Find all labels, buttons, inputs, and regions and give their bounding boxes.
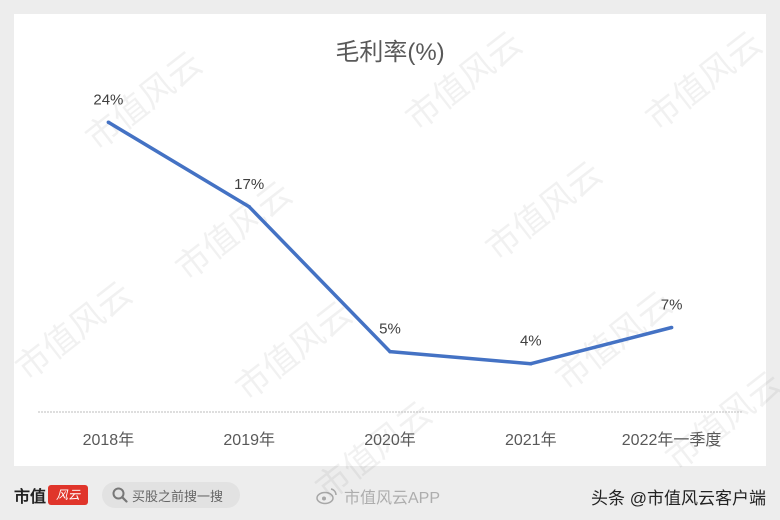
data-label-layer: 24% 17% 5% 4% 7% [93,91,682,349]
x-tick-label: 2021年 [505,431,557,449]
footer-bar: 市值 风云 买股之前搜一搜 市值风云APP 头条 @市值风云客户端 [0,470,780,520]
weibo-watermark: 市值风云APP [316,484,440,508]
data-label: 5% [379,321,401,338]
x-tick-layer: 2018年 2019年 2020年 2021年 2022年一季度 [83,431,722,449]
x-tick-label: 2018年 [83,431,135,449]
series-layer [106,120,674,366]
search-placeholder: 买股之前搜一搜 [132,488,224,504]
x-tick-label: 2022年一季度 [622,431,722,449]
data-label: 17% [234,176,264,193]
data-label: 7% [661,297,683,314]
data-point [388,349,392,354]
chart-card: 市值风云 市值风云 市值风云 市值风云 市值风云 市值风云 市值风云 市值风云 … [8,14,780,509]
data-point [529,361,533,366]
data-point [106,120,111,125]
weibo-icon [316,488,337,505]
chart-title: 毛利率(%) [335,39,444,66]
data-label: 4% [520,333,542,350]
x-tick-label: 2019年 [223,431,275,449]
data-label: 24% [93,91,123,108]
toutiao-handle: 头条 @市值风云客户端 [591,489,766,508]
search-icon [112,487,128,503]
x-tick-label: 2020年 [364,431,416,449]
weibo-text: 市值风云APP [344,490,441,507]
brand-logo[interactable]: 市值 风云 [14,484,89,506]
logo-text: 市值 [14,487,47,506]
data-point [669,325,674,330]
logo-script: 风云 [48,485,89,505]
search-box[interactable]: 买股之前搜一搜 [102,482,240,508]
data-point [247,204,251,209]
line-chart: 毛利率(%) 24% 17% 5% 4% 7% 2018年 2019年 2020年 2021年… [38,39,742,449]
